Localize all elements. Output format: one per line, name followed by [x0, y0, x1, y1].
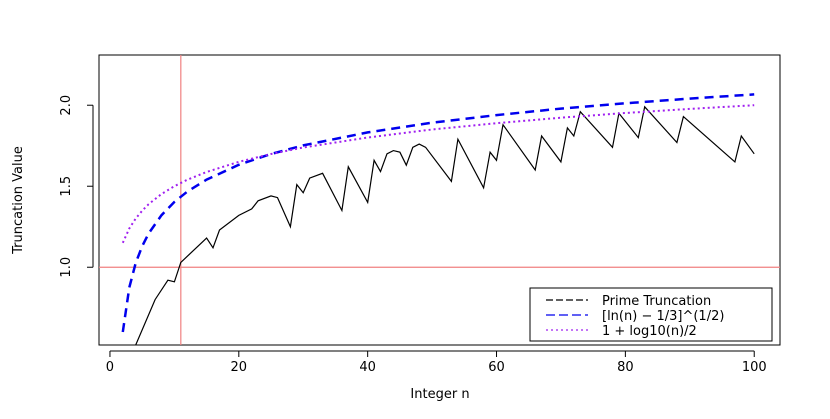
x-tick-label: 80	[617, 360, 634, 375]
series-line	[135, 105, 755, 345]
y-tick-label: 1.5	[59, 176, 74, 197]
legend-label: 1 + log10(n)/2	[602, 324, 697, 339]
plot-area	[99, 55, 780, 345]
x-tick-label: 100	[742, 360, 767, 375]
y-tick-label: 1.0	[59, 257, 74, 278]
x-tick-label: 20	[231, 360, 248, 375]
y-axis-label: Truncation Value	[11, 146, 26, 255]
x-axis-label: Integer n	[410, 387, 469, 402]
y-tick-label: 2.0	[59, 95, 74, 116]
x-tick-label: 40	[359, 360, 376, 375]
legend-label: [ln(n) − 1/3]^(1/2)	[602, 309, 724, 324]
plot-box	[98, 54, 781, 346]
series-line	[121, 93, 755, 333]
x-tick-label: 0	[106, 360, 114, 375]
x-tick-label: 60	[488, 360, 505, 375]
legend-label: Prime Truncation	[602, 294, 711, 309]
legend-box	[529, 287, 773, 342]
series-line	[121, 104, 755, 244]
